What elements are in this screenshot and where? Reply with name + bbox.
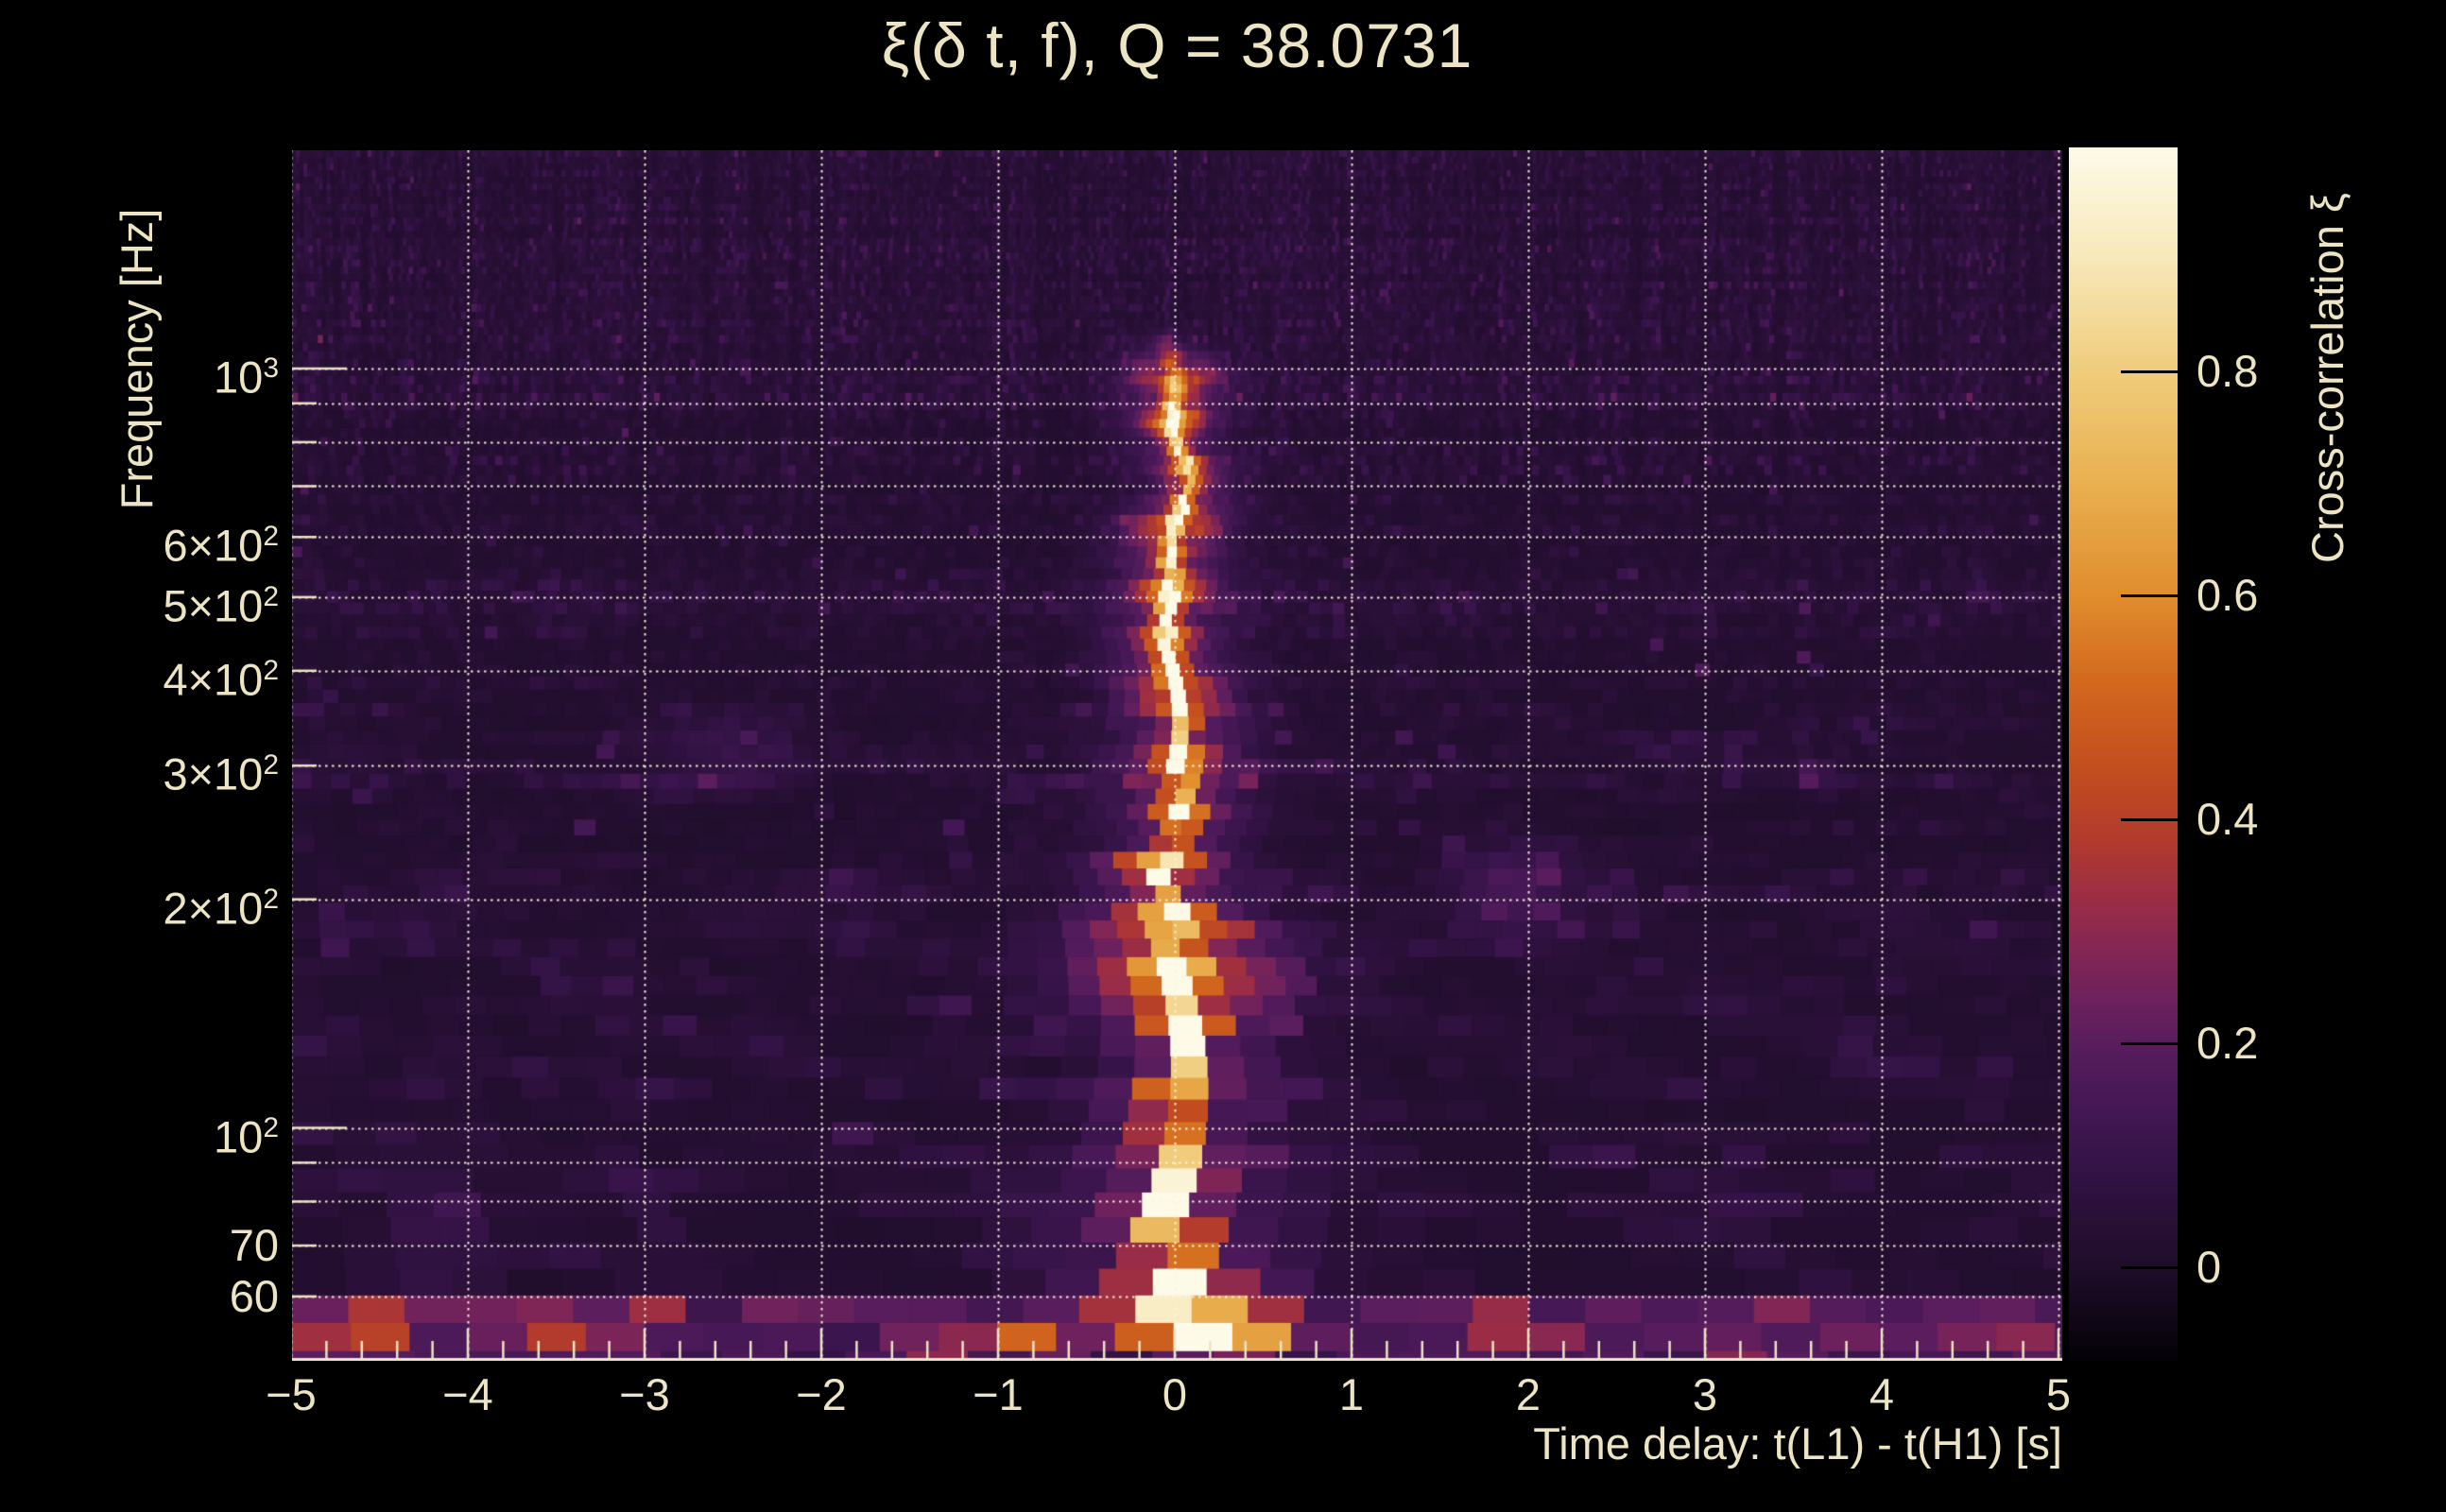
x-tick-label: 0 xyxy=(1162,1369,1188,1419)
y-tick-label: 4×102 xyxy=(163,654,279,705)
x-tick-label: −1 xyxy=(973,1369,1024,1419)
colorbar-tick xyxy=(2121,818,2178,821)
x-tick-label: 1 xyxy=(1338,1369,1365,1419)
colorbar-tick-label: 0.2 xyxy=(2196,1018,2259,1068)
x-tick-label: −4 xyxy=(442,1369,493,1419)
colorbar-tick-label: 0.4 xyxy=(2196,794,2259,844)
x-tick-label: 4 xyxy=(1869,1369,1895,1419)
y-tick-label: 6×102 xyxy=(163,520,279,571)
colorbar-tick-label: 0.8 xyxy=(2196,346,2259,396)
y-tick-label: 2×102 xyxy=(163,883,279,934)
x-tick-label: −2 xyxy=(796,1369,847,1419)
colorbar-gradient xyxy=(2069,147,2178,1361)
x-tick-label: 3 xyxy=(1692,1369,1718,1419)
colorbar-title: Cross-correlation ξ xyxy=(2302,193,2352,563)
colorbar-tick xyxy=(2121,594,2178,597)
x-tick-label: 2 xyxy=(1515,1369,1542,1419)
colorbar-tick-label: 0 xyxy=(2196,1242,2222,1292)
colorbar-tick xyxy=(2121,1266,2178,1269)
x-axis-title: Time delay: t(L1) - t(H1) [s] xyxy=(1533,1418,2062,1469)
x-tick-label: −5 xyxy=(266,1369,317,1419)
y-tick-label: 70 xyxy=(229,1220,279,1271)
y-tick-label: 3×102 xyxy=(163,748,279,799)
y-tick-label: 60 xyxy=(229,1270,279,1321)
colorbar-tick-label: 0.6 xyxy=(2196,570,2259,620)
colorbar-tick xyxy=(2121,370,2178,373)
spectrogram-heatmap xyxy=(292,150,2062,1361)
y-tick-label: 102 xyxy=(214,1111,279,1162)
y-tick-label: 5×102 xyxy=(163,580,279,631)
x-tick-label: −3 xyxy=(619,1369,670,1419)
colorbar-tick xyxy=(2121,1042,2178,1045)
y-tick-label: 103 xyxy=(214,352,279,403)
x-tick-label: 5 xyxy=(2045,1369,2072,1419)
chart-title: ξ(δ t, f), Q = 38.0731 xyxy=(881,10,1473,80)
